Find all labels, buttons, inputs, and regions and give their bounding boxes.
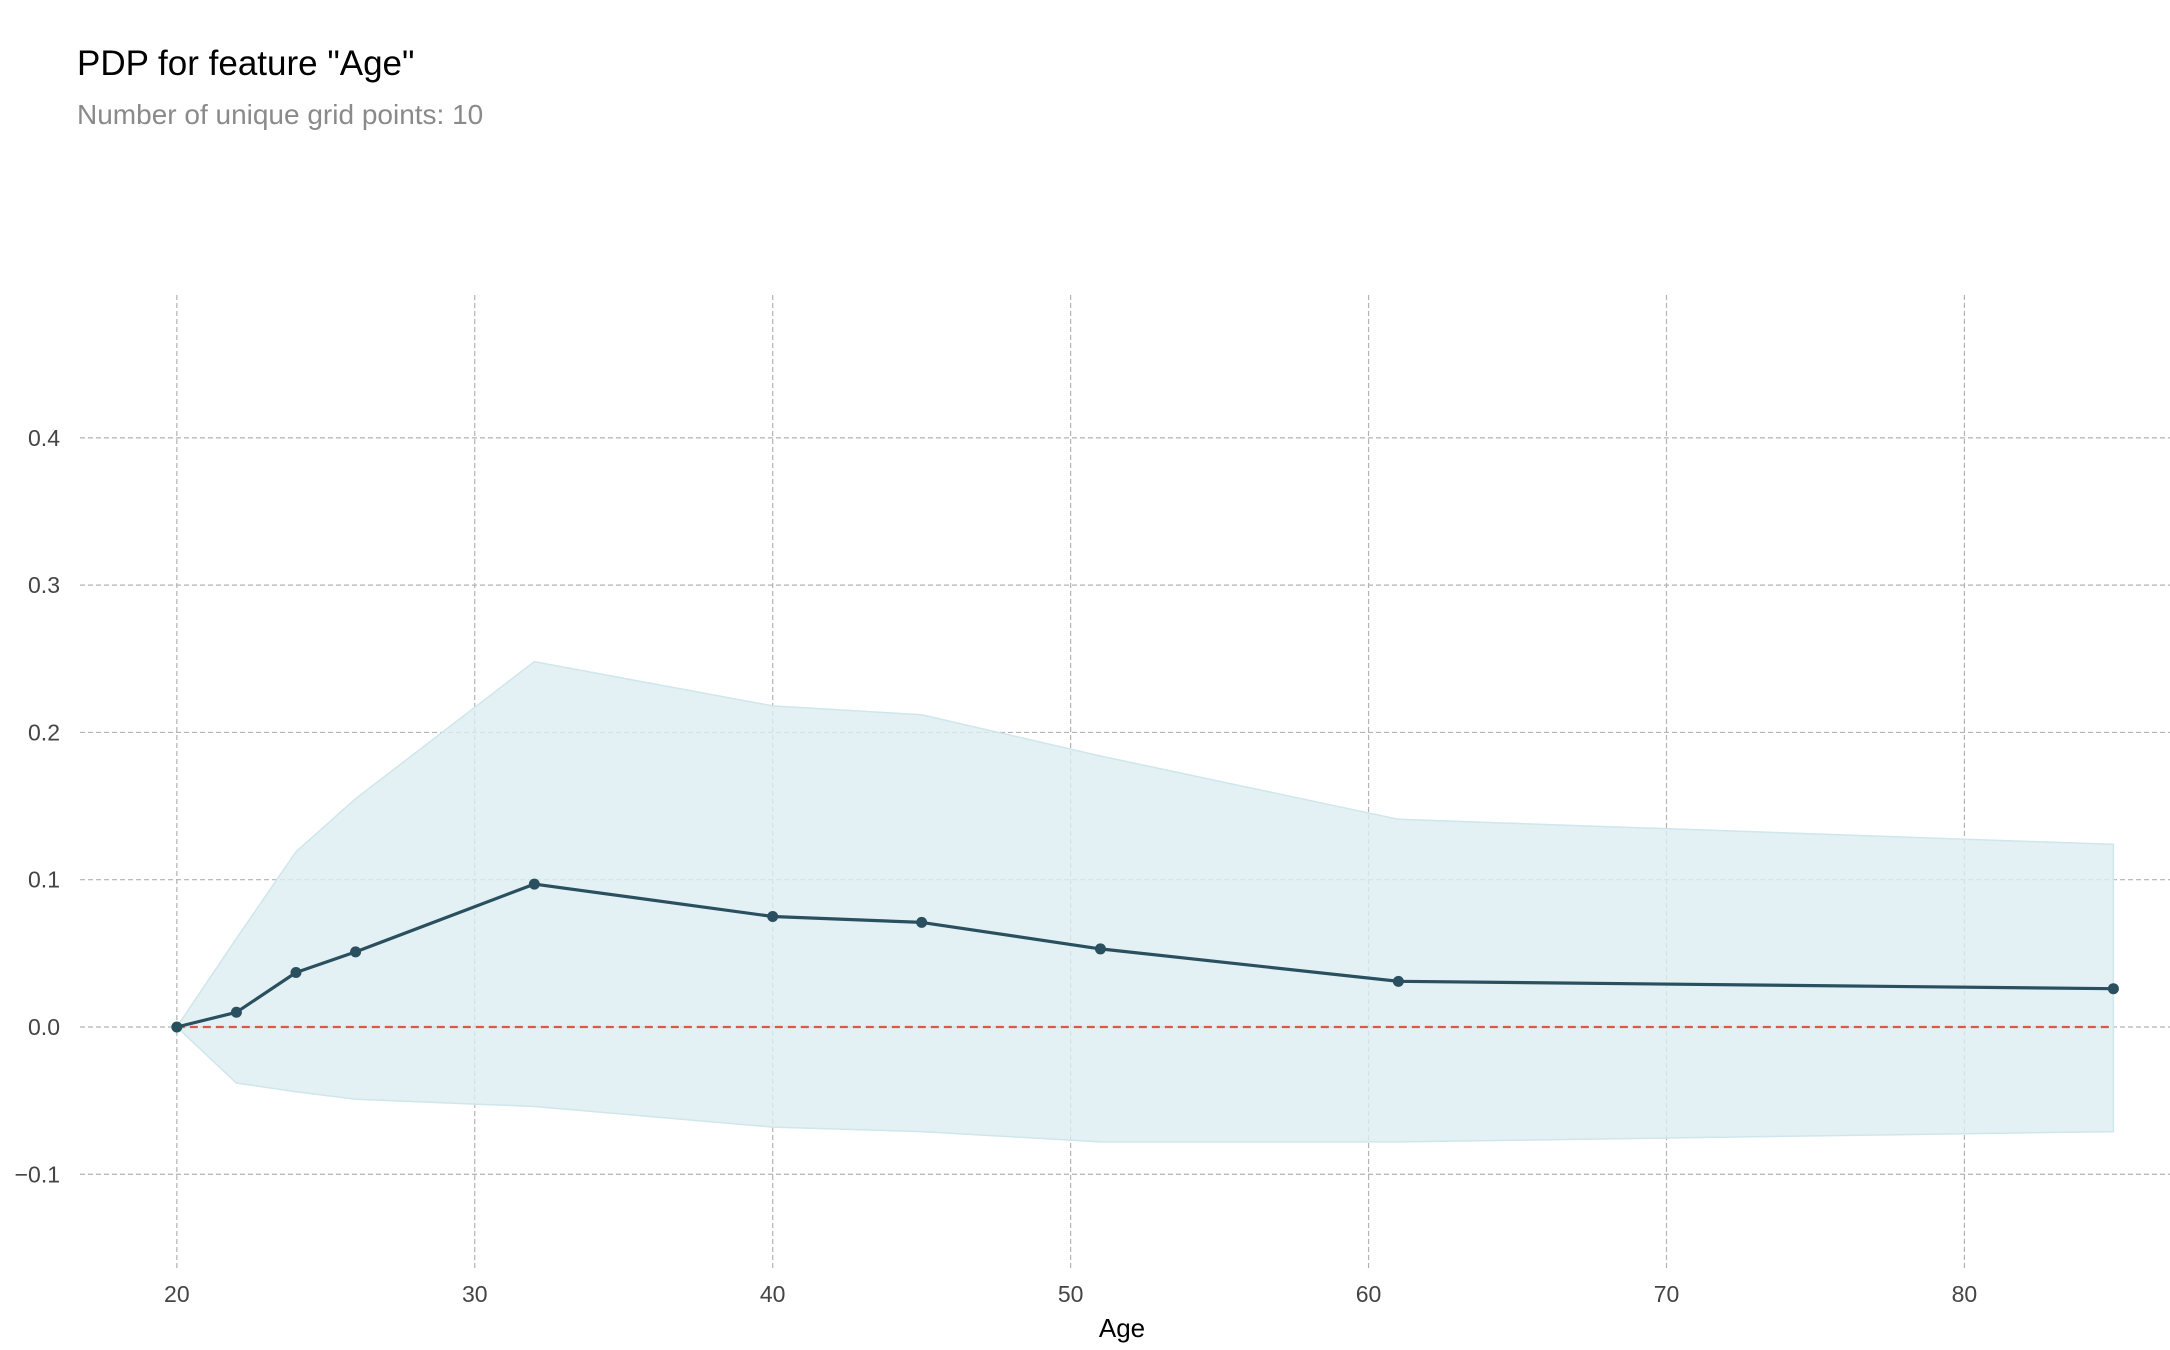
y-tick-label: 0.0 bbox=[28, 1014, 60, 1040]
pdp-point bbox=[2107, 983, 2119, 995]
x-tick-label: 40 bbox=[760, 1281, 786, 1307]
y-tick-label: 0.3 bbox=[28, 572, 60, 598]
pdp-point bbox=[1392, 975, 1404, 987]
x-tick-label: 60 bbox=[1356, 1281, 1382, 1307]
pdp-point bbox=[230, 1006, 242, 1018]
confidence-band bbox=[175, 660, 2115, 1143]
pdp-point bbox=[1094, 943, 1106, 955]
pdp-points bbox=[171, 878, 2119, 1033]
y-tick-labels: −0.1 0.0 0.1 0.2 0.3 0.4 bbox=[15, 425, 61, 1187]
pdp-point bbox=[171, 1021, 183, 1033]
x-tick-label: 20 bbox=[164, 1281, 190, 1307]
chart-subtitle: Number of unique grid points: 10 bbox=[77, 99, 484, 130]
x-tick-label: 50 bbox=[1058, 1281, 1084, 1307]
pdp-point bbox=[290, 966, 302, 978]
chart-title: PDP for feature "Age" bbox=[77, 44, 415, 83]
y-tick-label: 0.2 bbox=[28, 719, 60, 745]
y-tick-label: 0.4 bbox=[28, 425, 60, 451]
x-tick-label: 80 bbox=[1952, 1281, 1978, 1307]
pdp-point bbox=[916, 916, 928, 928]
y-tick-label: −0.1 bbox=[15, 1161, 60, 1187]
y-tick-label: 0.1 bbox=[28, 867, 60, 893]
x-axis-label: Age bbox=[1099, 1313, 1145, 1343]
confidence-band-area bbox=[175, 660, 2115, 1143]
x-tick-label: 70 bbox=[1654, 1281, 1680, 1307]
x-tick-label: 30 bbox=[462, 1281, 488, 1307]
x-tick-labels: 20 30 40 50 60 70 80 bbox=[164, 1281, 1977, 1307]
pdp-line bbox=[176, 882, 2114, 1029]
pdp-point bbox=[528, 878, 540, 890]
pdp-line-path bbox=[176, 882, 2114, 1029]
pdp-point bbox=[767, 911, 779, 923]
pdp-point bbox=[350, 946, 362, 958]
